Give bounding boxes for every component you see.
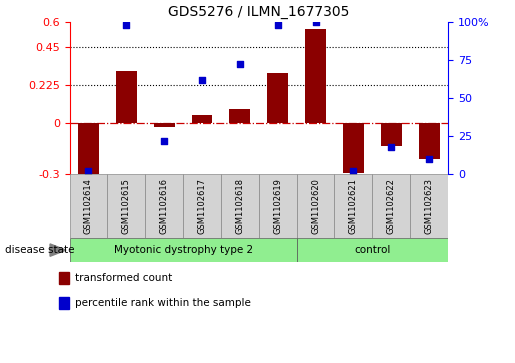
Bar [305,29,326,123]
Point [349,168,357,174]
Title: GDS5276 / ILMN_1677305: GDS5276 / ILMN_1677305 [168,5,350,19]
Text: percentile rank within the sample: percentile rank within the sample [75,298,251,307]
Point [425,156,433,162]
Bar [230,109,250,123]
Point [387,144,396,150]
Text: GSM1102622: GSM1102622 [387,178,396,234]
Bar [419,123,439,159]
Text: GSM1102615: GSM1102615 [122,178,131,234]
Text: GSM1102618: GSM1102618 [235,178,244,234]
Point [160,138,168,144]
Point [273,22,282,28]
Bar [192,115,212,123]
Point [312,19,320,25]
Bar [183,174,221,238]
Text: GSM1102614: GSM1102614 [84,178,93,234]
Bar [372,174,410,238]
Bar [70,174,107,238]
Bar [297,238,448,262]
Bar [154,123,175,127]
Bar [297,174,335,238]
Bar [59,272,69,284]
Polygon shape [50,244,66,256]
Text: GSM1102616: GSM1102616 [160,178,168,234]
Bar [78,123,99,175]
Bar [70,238,297,262]
Text: GSM1102621: GSM1102621 [349,178,358,234]
Bar [335,174,372,238]
Bar [343,123,364,174]
Bar [221,174,259,238]
Bar [410,174,448,238]
Bar [116,71,136,123]
Point [236,62,244,68]
Bar [259,174,297,238]
Point [84,168,93,174]
Bar [59,297,69,309]
Point [122,22,130,28]
Text: control: control [354,245,390,255]
Text: GSM1102620: GSM1102620 [311,178,320,234]
Text: GSM1102617: GSM1102617 [198,178,207,234]
Bar [107,174,145,238]
Bar [381,123,402,146]
Bar [145,174,183,238]
Text: GSM1102623: GSM1102623 [425,178,434,234]
Text: disease state: disease state [5,245,75,255]
Bar [267,73,288,123]
Text: Myotonic dystrophy type 2: Myotonic dystrophy type 2 [113,245,253,255]
Text: GSM1102619: GSM1102619 [273,178,282,234]
Point [198,77,206,83]
Text: transformed count: transformed count [75,273,172,283]
